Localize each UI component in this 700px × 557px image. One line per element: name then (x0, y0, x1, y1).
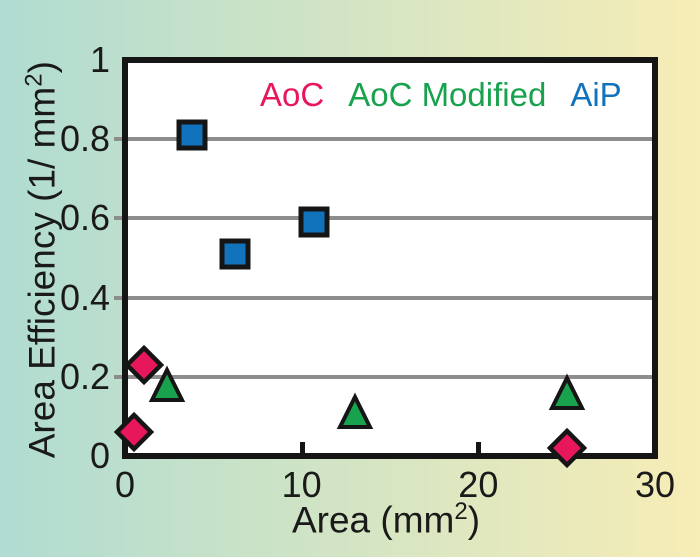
point-aoc (113, 412, 155, 453)
y-axis-title-superscript: 2 (20, 73, 48, 87)
point-aoc (546, 427, 587, 469)
y-tick-label: 0.6 (59, 197, 110, 239)
x-tick-label: 20 (458, 464, 499, 505)
point-aip (176, 119, 208, 151)
x-tick-label: 30 (634, 464, 676, 505)
y-axis-title: Area Efficiency (1/ mm2) (20, 30, 63, 490)
point-aoc-modified (548, 373, 585, 410)
y-tick-label: 0.2 (59, 355, 110, 397)
plot-border (122, 57, 658, 459)
x-axis-title-suffix: ) (467, 499, 481, 541)
y-gridline (114, 137, 653, 142)
legend-item-aoc-modified: AoC Modified (348, 76, 547, 113)
x-axis-title-text: Area (mm (291, 499, 455, 541)
point-aoc-modified (336, 392, 373, 430)
y-tick-label: 1 (89, 39, 110, 80)
x-axis-title: Area (mm2) (236, 498, 536, 541)
y-gridline (114, 374, 653, 379)
x-tick-label: 10 (281, 464, 322, 505)
x-tick-mark (299, 442, 305, 456)
legend-item-aoc: AoC (260, 76, 325, 113)
y-tick-label: 0.4 (59, 276, 110, 318)
y-gridline (114, 216, 653, 221)
y-tick-label: 0 (89, 435, 110, 476)
point-aip (219, 238, 251, 270)
legend: AoC AoC Modified AiP (260, 76, 622, 114)
y-gridline (114, 295, 653, 300)
legend-item-aip: AiP (570, 76, 622, 113)
point-aip (298, 206, 330, 238)
x-tick-mark (476, 442, 482, 456)
y-axis-title-suffix: ) (21, 61, 63, 74)
y-axis-title-text: Area Efficiency (1/ mm (21, 86, 63, 459)
x-tick-label: 0 (114, 464, 136, 505)
x-axis-title-superscript: 2 (454, 498, 468, 525)
point-aoc-modified (149, 365, 186, 402)
y-tick-label: 0.8 (59, 118, 110, 160)
point-aoc (124, 344, 165, 386)
